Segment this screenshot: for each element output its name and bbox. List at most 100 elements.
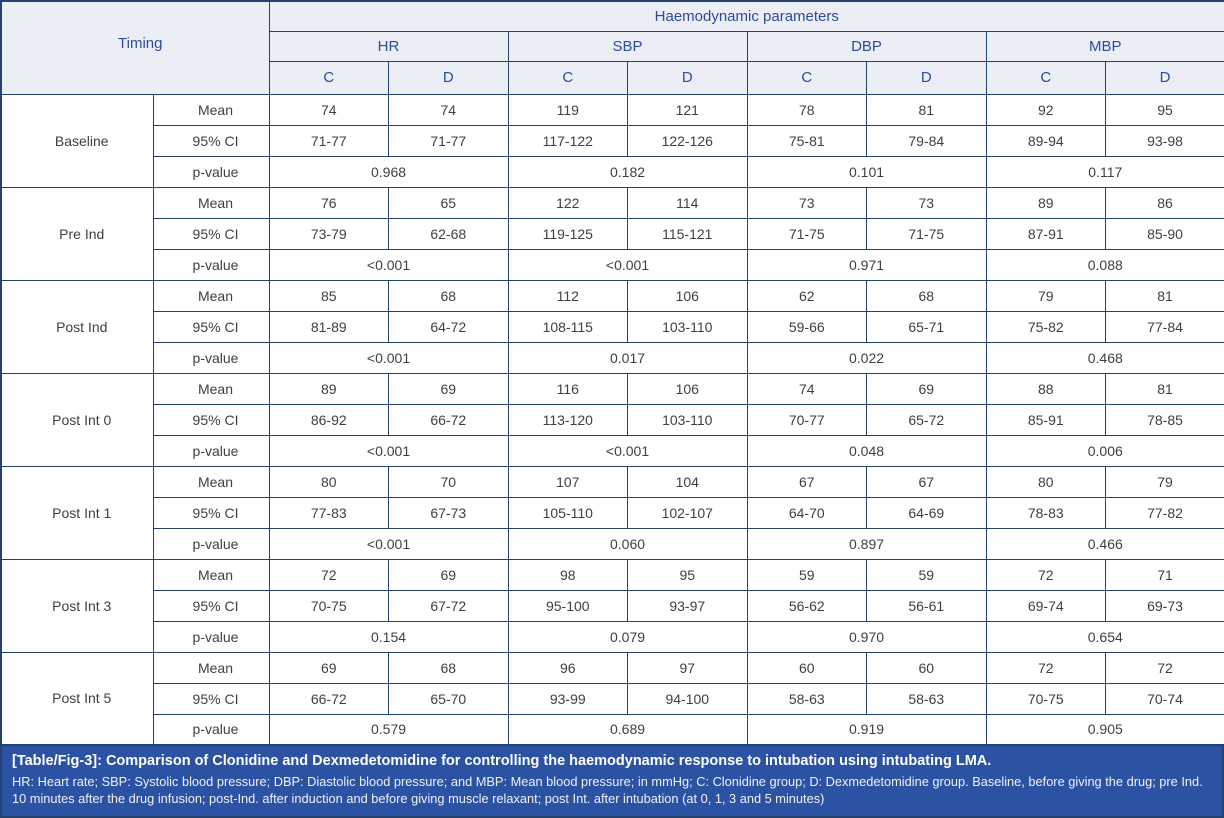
- p-value-cell: 0.905: [985, 713, 1224, 746]
- timing-cell: Post Int 3: [0, 558, 154, 653]
- table-row: 95% CI 86-92 66-72 113-120 103-110 70-77 65-72…: [1, 403, 1224, 436]
- p-value-cell: 0.006: [985, 434, 1224, 467]
- caption-title: [Table/Fig-3]: Comparison of Clonidine an…: [12, 752, 1212, 771]
- ci-value-cell: 71-75: [866, 217, 987, 250]
- ci-value-cell: 93-97: [627, 589, 748, 622]
- mean-value-cell: 114: [627, 186, 748, 219]
- subcol-header-d: D: [866, 60, 987, 95]
- table-row: p-value <0.001 <0.001 0.971 0.088: [1, 248, 1224, 281]
- mean-value-cell: 85: [268, 279, 390, 312]
- ci-value-cell: 69-73: [1105, 589, 1224, 622]
- subcol-header-d: D: [627, 60, 748, 95]
- mean-value-cell: 78: [746, 93, 868, 126]
- table-row: p-value <0.001 0.017 0.022 0.468: [1, 341, 1224, 374]
- timing-cell: Post Int 0: [0, 372, 154, 467]
- mean-value-cell: 121: [627, 93, 748, 126]
- p-value-cell: 0.017: [507, 341, 748, 374]
- ci-value-cell: 62-68: [388, 217, 509, 250]
- mean-value-cell: 81: [866, 93, 987, 126]
- row-label-cell: Mean: [152, 372, 270, 405]
- mean-value-cell: 69: [388, 372, 509, 405]
- row-label-cell: Mean: [152, 186, 270, 219]
- mean-value-cell: 70: [388, 465, 509, 498]
- mean-value-cell: 86: [1105, 186, 1224, 219]
- mean-value-cell: 69: [866, 372, 987, 405]
- ci-value-cell: 65-70: [388, 682, 509, 715]
- row-label-cell: p-value: [152, 155, 270, 188]
- mean-value-cell: 73: [866, 186, 987, 219]
- param-header-sbp: SBP: [507, 30, 748, 62]
- row-label-cell: p-value: [152, 527, 270, 560]
- ci-value-cell: 56-61: [866, 589, 987, 622]
- table-row: p-value 0.579 0.689 0.919 0.905: [1, 713, 1224, 746]
- mean-value-cell: 95: [1105, 93, 1224, 126]
- mean-value-cell: 69: [268, 651, 390, 684]
- p-value-cell: 0.579: [268, 713, 509, 746]
- timing-column-header: Timing: [0, 0, 270, 95]
- mean-value-cell: 72: [268, 558, 390, 591]
- mean-value-cell: 119: [507, 93, 629, 126]
- mean-value-cell: 81: [1105, 279, 1224, 312]
- p-value-cell: 0.971: [746, 248, 987, 281]
- p-value-cell: 0.154: [268, 620, 509, 653]
- ci-value-cell: 93-99: [507, 682, 629, 715]
- subcol-header-d: D: [388, 60, 509, 95]
- row-label-cell: 95% CI: [152, 496, 270, 529]
- p-value-cell: <0.001: [507, 434, 748, 467]
- ci-value-cell: 78-83: [985, 496, 1107, 529]
- ci-value-cell: 115-121: [627, 217, 748, 250]
- ci-value-cell: 95-100: [507, 589, 629, 622]
- mean-value-cell: 72: [985, 558, 1107, 591]
- row-label-cell: Mean: [152, 651, 270, 684]
- ci-value-cell: 89-94: [985, 124, 1107, 157]
- subcol-header-c: C: [268, 60, 390, 95]
- mean-value-cell: 88: [985, 372, 1107, 405]
- mean-value-cell: 68: [388, 279, 509, 312]
- mean-value-cell: 76: [268, 186, 390, 219]
- p-value-cell: 0.466: [985, 527, 1224, 560]
- caption-title-text: Comparison of Clonidine and Dexmedetomid…: [105, 753, 992, 769]
- timing-cell: Post Int 5: [0, 651, 154, 746]
- subcol-header-c: C: [746, 60, 868, 95]
- p-value-cell: 0.968: [268, 155, 509, 188]
- ci-value-cell: 56-62: [746, 589, 868, 622]
- ci-value-cell: 77-84: [1105, 310, 1224, 343]
- row-label-cell: 95% CI: [152, 403, 270, 436]
- mean-value-cell: 106: [627, 372, 748, 405]
- table-row: p-value <0.001 <0.001 0.048 0.006: [1, 434, 1224, 467]
- mean-value-cell: 68: [866, 279, 987, 312]
- row-label-cell: p-value: [152, 248, 270, 281]
- ci-value-cell: 73-79: [268, 217, 390, 250]
- ci-value-cell: 122-126: [627, 124, 748, 157]
- table-row: 95% CI 71-77 71-77 117-122 122-126 75-81 79-84…: [1, 124, 1224, 157]
- ci-value-cell: 64-69: [866, 496, 987, 529]
- row-label-cell: Mean: [152, 558, 270, 591]
- p-value-cell: 0.079: [507, 620, 748, 653]
- p-value-cell: 0.689: [507, 713, 748, 746]
- ci-value-cell: 103-110: [627, 403, 748, 436]
- row-label-cell: p-value: [152, 341, 270, 374]
- table-row: Post Int 0 Mean 89 69 116 106 74 69 88 81: [0, 372, 1224, 467]
- ci-value-cell: 87-91: [985, 217, 1107, 250]
- ci-value-cell: 85-91: [985, 403, 1107, 436]
- ci-value-cell: 78-85: [1105, 403, 1224, 436]
- ci-value-cell: 70-74: [1105, 682, 1224, 715]
- ci-value-cell: 66-72: [268, 682, 390, 715]
- mean-value-cell: 79: [1105, 465, 1224, 498]
- ci-value-cell: 71-77: [268, 124, 390, 157]
- p-value-cell: 0.919: [746, 713, 987, 746]
- table-body: Baseline Mean 74 74 119 121 78 81 92 95 95% CI 71-7…: [0, 93, 1224, 746]
- mean-value-cell: 96: [507, 651, 629, 684]
- ci-value-cell: 113-120: [507, 403, 629, 436]
- mean-value-cell: 80: [985, 465, 1107, 498]
- mean-value-cell: 89: [985, 186, 1107, 219]
- mean-value-cell: 59: [866, 558, 987, 591]
- row-label-cell: p-value: [152, 713, 270, 746]
- mean-value-cell: 69: [388, 558, 509, 591]
- ci-value-cell: 94-100: [627, 682, 748, 715]
- ci-value-cell: 58-63: [746, 682, 868, 715]
- mean-value-cell: 81: [1105, 372, 1224, 405]
- mean-value-cell: 73: [746, 186, 868, 219]
- ci-value-cell: 103-110: [627, 310, 748, 343]
